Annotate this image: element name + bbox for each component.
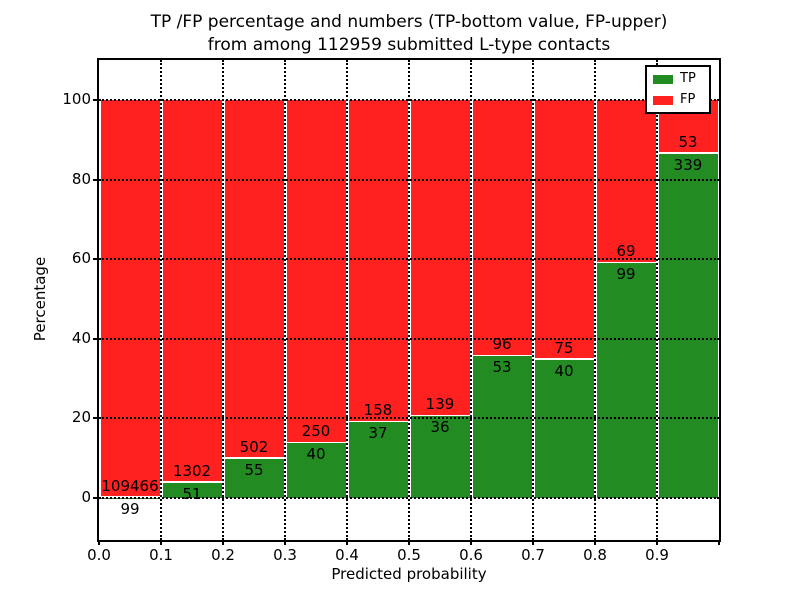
bar-segment-fp — [286, 100, 346, 442]
legend-label-tp: TP — [680, 71, 696, 86]
bar-count-label-fp: 250 — [301, 422, 331, 441]
y-tick-mark — [93, 337, 99, 340]
v-gridline — [408, 60, 410, 540]
v-gridline — [222, 60, 224, 540]
bar-segment-tp — [162, 482, 222, 498]
y-tick-mark — [93, 497, 99, 499]
bar-count-label-tp: 51 — [182, 484, 202, 503]
legend: TP FP — [645, 65, 711, 114]
x-tick-label: 0.0 — [87, 546, 111, 564]
v-gridline — [284, 60, 286, 540]
chart-title: TP /FP percentage and numbers (TP-bottom… — [99, 11, 719, 57]
v-gridline — [470, 60, 472, 540]
x-tick-label: 0.8 — [583, 546, 607, 564]
bar-segment-fp — [162, 100, 222, 482]
y-tick-label: 20 — [71, 408, 91, 427]
bar-segment-tp — [534, 359, 594, 498]
chart-title-line1: TP /FP percentage and numbers (TP-bottom… — [150, 12, 668, 32]
v-gridline — [160, 60, 162, 540]
bar-segment-fp — [410, 100, 470, 415]
x-tick-mark — [718, 540, 720, 545]
x-tick-mark — [532, 540, 534, 545]
bar-segment-fp — [224, 100, 284, 458]
y-tick-mark — [93, 178, 99, 181]
x-tick-label: 0.3 — [273, 546, 297, 564]
legend-swatch-fp-icon — [653, 95, 673, 105]
bar-count-label-fp: 109466 — [101, 476, 159, 495]
x-tick-mark — [160, 540, 162, 545]
bar-segment-fp — [534, 100, 594, 359]
bar-segment-tp — [348, 422, 408, 498]
v-gridline — [532, 60, 534, 540]
legend-item-fp: FP — [653, 92, 703, 108]
bar-count-label-fp: 96 — [492, 335, 512, 354]
bar-count-label-tp: 36 — [430, 418, 450, 437]
y-tick-mark — [93, 417, 99, 420]
bar-segment-fp — [472, 100, 532, 355]
x-tick-label: 0.9 — [645, 546, 669, 564]
v-gridline — [656, 60, 658, 540]
bar-count-label-fp: 139 — [425, 395, 455, 414]
bar-count-label-tp: 37 — [368, 424, 388, 443]
bar-segment-tp — [658, 153, 718, 498]
x-tick-mark — [470, 540, 472, 545]
bar-count-label-fp: 502 — [239, 437, 269, 456]
bar-segment-tp — [410, 416, 470, 498]
bar-count-label-fp: 69 — [616, 242, 636, 261]
x-tick-label: 0.7 — [521, 546, 545, 564]
y-tick-label: 0 — [81, 488, 91, 506]
bar-count-label-fp: 75 — [554, 338, 574, 357]
bar-segment-tp — [596, 263, 656, 498]
y-tick-label: 60 — [71, 249, 91, 268]
legend-label-fp: FP — [680, 92, 696, 107]
bar-count-label-tp: 55 — [244, 460, 264, 479]
bar-count-label-tp: 40 — [554, 361, 574, 380]
x-tick-mark — [284, 540, 286, 545]
bar-segment-tp — [286, 443, 346, 498]
legend-swatch-tp-icon — [653, 74, 673, 84]
bar-segment-fp — [348, 100, 408, 421]
x-tick-label: 0.1 — [149, 546, 173, 564]
bar-count-label-fp: 158 — [363, 401, 393, 420]
y-tick-mark — [93, 99, 99, 101]
x-tick-label: 0.4 — [335, 546, 359, 564]
x-tick-mark — [408, 540, 410, 545]
bar-count-label-fp: 53 — [678, 132, 698, 151]
v-gridline — [594, 60, 596, 540]
bar-count-label-tp: 40 — [306, 445, 326, 464]
bar-segment-fp — [100, 100, 160, 496]
bar-count-label-tp: 339 — [673, 155, 703, 174]
x-tick-label: 0.2 — [211, 546, 235, 564]
x-tick-mark — [656, 540, 658, 545]
x-tick-mark — [594, 540, 596, 545]
y-tick-label: 100 — [62, 90, 91, 108]
bar-segment-fp — [596, 100, 656, 262]
x-tick-mark — [222, 540, 224, 545]
y-tick-label: 40 — [71, 328, 91, 347]
bar-segment-tp — [472, 356, 532, 498]
bar-count-label-tp: 99 — [120, 499, 140, 518]
x-tick-label: 0.6 — [459, 546, 483, 564]
x-tick-mark — [346, 540, 348, 545]
bar-segment-tp — [224, 458, 284, 498]
chart-title-line2: from among 112959 submitted L-type conta… — [207, 35, 611, 55]
bar-count-label-tp: 53 — [492, 358, 512, 377]
y-tick-mark — [93, 258, 99, 261]
v-gridline — [346, 60, 348, 540]
bar-count-label-tp: 99 — [616, 265, 636, 284]
x-tick-label: 0.5 — [397, 546, 421, 564]
x-tick-mark — [98, 540, 100, 545]
x-axis-label: Predicted probability — [331, 565, 487, 583]
bar-count-label-fp: 1302 — [172, 461, 212, 480]
legend-item-tp: TP — [653, 71, 703, 87]
plot-area: TP FP 109466 99 1302 51 502 55 250 40 158 37 139 36… — [97, 58, 721, 542]
y-tick-label: 80 — [71, 169, 91, 188]
